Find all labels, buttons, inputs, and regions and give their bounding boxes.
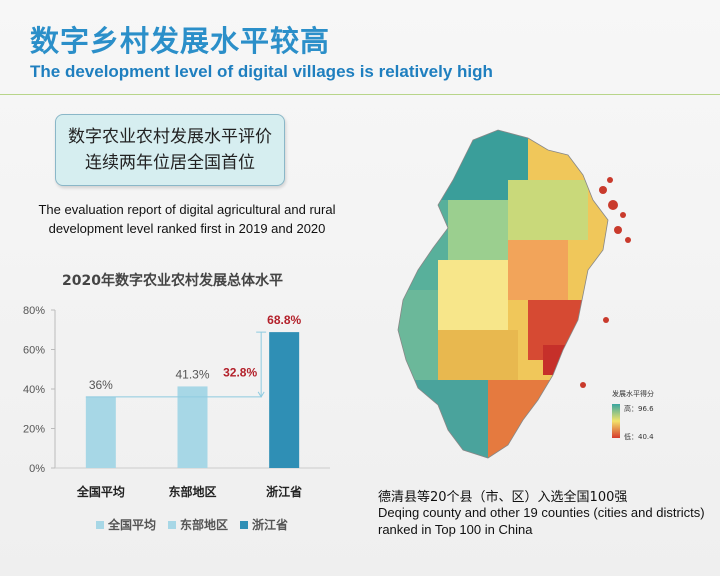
bar-1 bbox=[177, 386, 208, 468]
bar-0 bbox=[85, 396, 116, 468]
legend-swatch-east bbox=[168, 520, 177, 529]
bar-2 bbox=[269, 332, 300, 468]
callout-line-2: 连续两年位居全国首位 bbox=[85, 153, 255, 173]
legend-item-national: 全国平均 bbox=[96, 516, 156, 533]
annotation-arrow bbox=[257, 391, 265, 398]
deqing-text-en: Deqing county and other 19 counties (cit… bbox=[378, 505, 705, 537]
y-tick-label: 80% bbox=[23, 305, 45, 317]
bar-value-label: 41.3% bbox=[175, 367, 209, 381]
callout-box: 数字农业农村发展水平评价 连续两年位居全国首位 bbox=[55, 114, 285, 186]
map-region-quzhou bbox=[398, 290, 438, 380]
category-label: 东部地区 bbox=[168, 484, 216, 499]
map-legend-high: 高：96.6 bbox=[624, 405, 654, 413]
chart-title: 2020年数字农业农村发展总体水平 bbox=[62, 273, 283, 289]
y-tick-label: 0% bbox=[29, 463, 45, 475]
evaluation-text-en: The evaluation report of digital agricul… bbox=[38, 202, 336, 236]
bar-value-label: 68.8% bbox=[267, 313, 301, 327]
y-tick-label: 40% bbox=[23, 384, 45, 396]
page-title-en: The development level of digital village… bbox=[30, 62, 493, 81]
map-region-wenzhou bbox=[488, 380, 558, 458]
map-outline bbox=[397, 129, 609, 459]
category-label: 浙江省 bbox=[266, 484, 302, 499]
chart-legend: 全国平均 东部地区 浙江省 bbox=[96, 516, 288, 533]
legend-label-national: 全国平均 bbox=[108, 518, 157, 532]
chart-bars bbox=[85, 332, 300, 468]
map-region-wenzhou-coast bbox=[543, 345, 573, 375]
y-tick-label: 60% bbox=[23, 345, 45, 357]
legend-swatch-zhejiang bbox=[240, 520, 249, 529]
map-legend-title: 发展水平得分 bbox=[612, 390, 654, 398]
bar-value-label: 36% bbox=[89, 378, 113, 392]
deqing-text-zh: 德清县等20个县（市、区）入选全国100强 bbox=[378, 490, 628, 505]
map-legend-bar bbox=[612, 404, 620, 438]
legend-swatch-national bbox=[96, 520, 104, 529]
map-region-hz bbox=[448, 200, 508, 260]
legend-item-zhejiang: 浙江省 bbox=[240, 516, 288, 533]
map-region-nb bbox=[508, 180, 588, 240]
header-divider bbox=[0, 94, 720, 95]
annotation-label: 32.8% bbox=[223, 366, 257, 380]
map-islands bbox=[580, 177, 631, 388]
map-region-west bbox=[398, 200, 448, 290]
legend-label-zhejiang: 浙江省 bbox=[252, 518, 289, 532]
callout-line-1: 数字农业农村发展水平评价 bbox=[68, 127, 272, 147]
bar-chart: 0%20%40%60%80% 36%全国平均41.3%东部地区68.8%浙江省 … bbox=[23, 305, 330, 499]
legend-label-east: 东部地区 bbox=[180, 518, 229, 532]
chart-labels: 36% 全国平均 41.3% 东部地区 68.8% 浙江省 bbox=[76, 313, 302, 499]
legend-item-east: 东部地区 bbox=[168, 516, 228, 533]
map-region-south-west bbox=[398, 380, 488, 458]
chart-annotation: 32.8% bbox=[85, 331, 267, 398]
map-region-taizhou-n bbox=[508, 240, 568, 300]
zhejiang-county-map bbox=[397, 129, 631, 459]
map-legend-low: 低：40.4 bbox=[624, 433, 654, 441]
y-tick-label: 20% bbox=[23, 424, 45, 436]
category-label: 全国平均 bbox=[76, 484, 125, 499]
page-title-zh: 数字乡村发展水平较高 bbox=[30, 24, 331, 58]
map-region-jinhua bbox=[438, 260, 508, 330]
